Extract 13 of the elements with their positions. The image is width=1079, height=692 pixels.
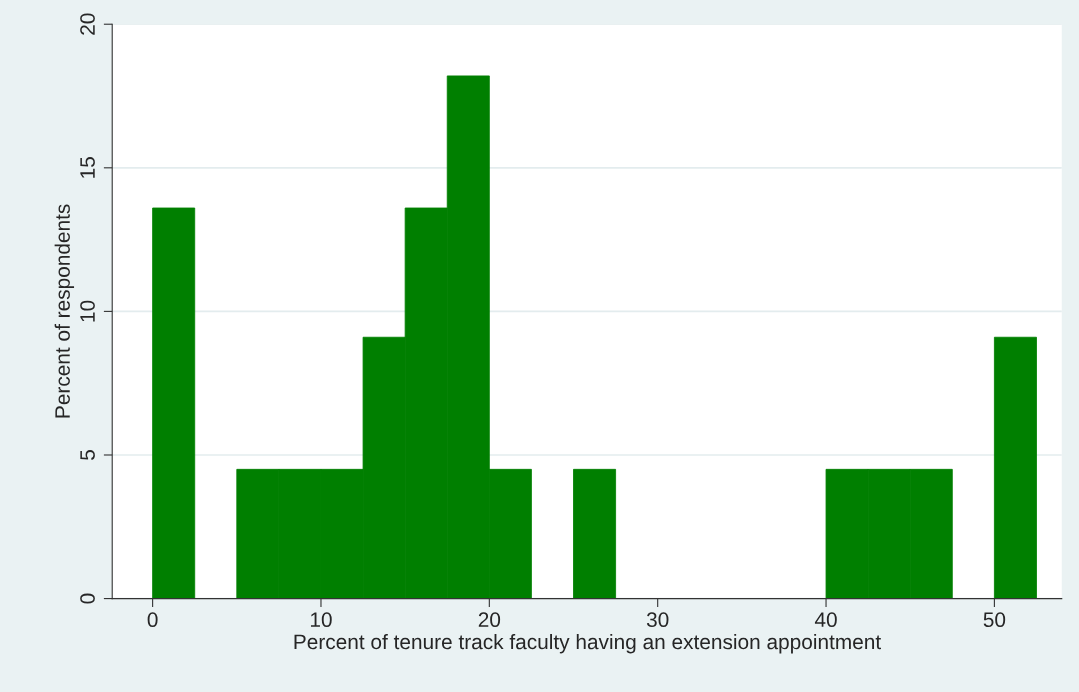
y-tick-label: 10 <box>80 300 95 322</box>
x-axis-title: Percent of tenure track faculty having an extension appointment <box>294 633 881 654</box>
y-tick-label: 15 <box>80 157 95 178</box>
y-axis-title: Percent of respondents <box>54 204 75 418</box>
x-tick-label: 40 <box>814 612 837 628</box>
x-tick-label: 0 <box>147 612 158 628</box>
x-tick-label: 50 <box>983 612 1006 628</box>
x-tick-label: 20 <box>478 612 501 628</box>
y-tick-label: 5 <box>80 450 95 460</box>
y-tick-label: 20 <box>80 13 95 35</box>
x-tick-label: 10 <box>310 612 332 628</box>
y-tick-label: 0 <box>80 593 95 604</box>
x-tick-label: 30 <box>646 612 669 628</box>
